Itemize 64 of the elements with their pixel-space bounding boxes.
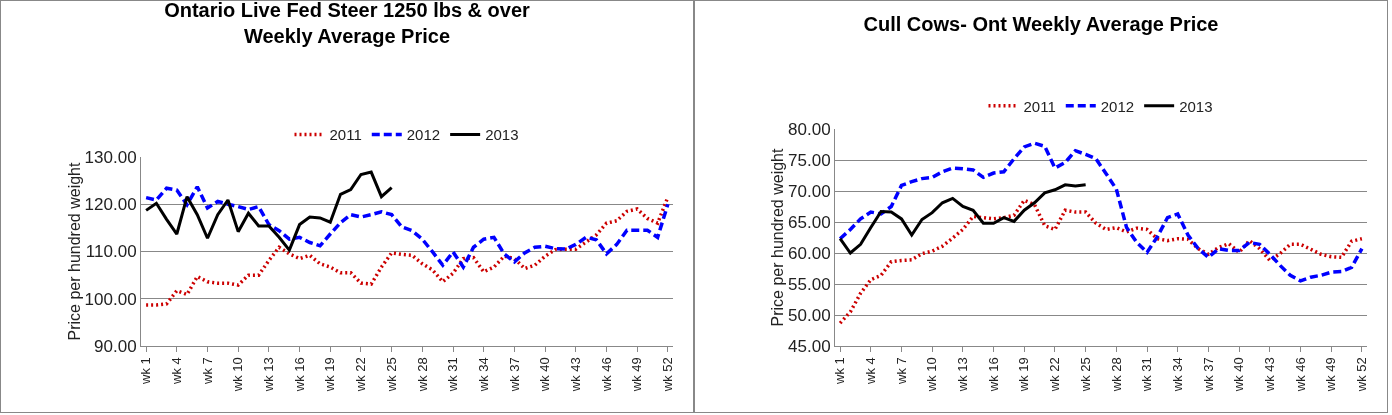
x-tick-label: wk 22	[353, 357, 369, 393]
x-tick-label: wk 16	[985, 357, 1001, 393]
chart-title: Ontario Live Fed Steer 1250 lbs & over Weekly Average Price	[164, 0, 531, 48]
x-tick-label: wk 10	[230, 357, 246, 393]
x-tick-label: wk 34	[475, 357, 491, 393]
x-tick-label: wk 22	[1047, 357, 1063, 393]
x-tick-label: wk 28	[1108, 357, 1124, 393]
legend-label: 2013	[485, 126, 519, 144]
legend-label: 2012	[1100, 97, 1135, 115]
x-tick-label: wk 7	[199, 357, 215, 385]
x-tick-label: wk 43	[1262, 357, 1278, 393]
x-tick-label: wk 49	[1323, 357, 1339, 393]
line-series	[838, 141, 1364, 283]
x-tick-label: wk 19	[1016, 357, 1032, 393]
x-tick-label: wk 19	[322, 357, 338, 393]
y-tick-label: 100.00	[84, 289, 137, 309]
chart-title: Cull Cows- Ont Weekly Average Price	[863, 13, 1219, 36]
legend-label: 2013	[1179, 97, 1213, 115]
x-tick-label: wk 31	[445, 357, 461, 393]
y-tick-label: 50.00	[788, 305, 831, 325]
x-tick-label: wk 31	[1139, 357, 1155, 393]
y-tick-label: 65.00	[788, 212, 831, 232]
x-tick-label: wk 1	[832, 357, 848, 385]
legend-label: 2011	[1023, 97, 1056, 115]
y-tick-label: 45.00	[788, 336, 831, 356]
y-tick-label: 110.00	[85, 242, 137, 262]
y-tick-label: 80.00	[788, 119, 831, 139]
x-tick-label: wk 40	[1231, 357, 1247, 393]
x-tick-label: wk 37	[1200, 357, 1216, 393]
x-tick-label: wk 37	[506, 357, 522, 393]
y-axis-title: Price per hundred weight	[65, 162, 83, 341]
legend-label: 2012	[406, 126, 441, 144]
y-tick-label: 75.00	[788, 150, 831, 170]
x-tick-label: wk 34	[1169, 357, 1185, 393]
x-tick-label: wk 46	[598, 357, 614, 393]
x-tick-label: wk 43	[568, 357, 584, 393]
y-tick-label: 55.00	[788, 274, 831, 294]
x-tick-label: wk 28	[414, 357, 430, 393]
x-tick-label: wk 4	[169, 357, 185, 385]
line-series	[144, 170, 394, 252]
line-series	[838, 183, 1088, 255]
line-series	[144, 185, 670, 269]
x-tick-label: wk 10	[924, 357, 940, 393]
x-tick-label: wk 4	[863, 357, 879, 385]
x-tick-label: wk 25	[383, 357, 399, 393]
y-axis-title: Price per hundred weight	[769, 148, 787, 327]
x-tick-label: wk 1	[138, 357, 154, 385]
legend-label: 2011	[329, 126, 362, 144]
y-tick-label: 70.00	[788, 181, 831, 201]
x-tick-label: wk 49	[629, 357, 645, 393]
y-tick-label: 90.00	[94, 336, 137, 356]
y-tick-label: 60.00	[788, 243, 831, 263]
x-tick-label: wk 16	[291, 357, 307, 393]
x-tick-label: wk 46	[1292, 357, 1308, 393]
x-tick-label: wk 52	[660, 357, 676, 393]
x-tick-label: wk 13	[261, 357, 277, 393]
y-tick-label: 130.00	[84, 147, 137, 167]
x-tick-label: wk 7	[893, 357, 909, 385]
x-tick-label: wk 40	[537, 357, 553, 393]
x-tick-label: wk 25	[1077, 357, 1093, 393]
x-tick-label: wk 13	[955, 357, 971, 393]
line-series	[838, 198, 1364, 325]
y-tick-label: 120.00	[84, 195, 137, 215]
x-tick-label: wk 52	[1354, 357, 1370, 393]
